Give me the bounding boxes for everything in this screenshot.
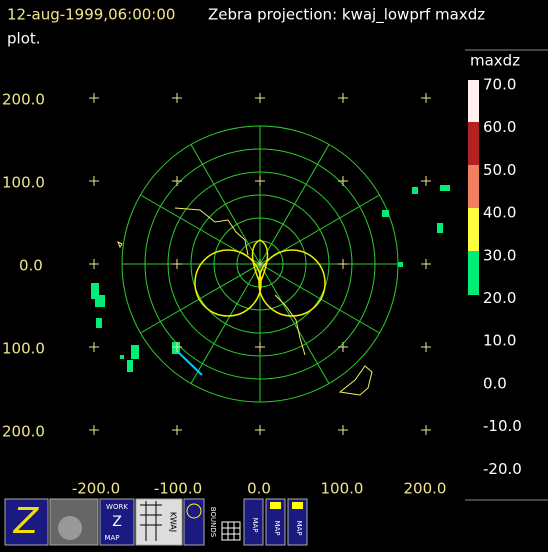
- plot-area: [89, 93, 450, 435]
- grid-cross: [421, 259, 431, 269]
- grid-cross: [255, 342, 265, 352]
- grid-cross: [421, 425, 431, 435]
- map-icon[interactable]: MAP: [243, 498, 264, 546]
- x-label: 200.0: [404, 480, 447, 498]
- title: Zebra projection: kwaj_lowprf maxdz: [208, 6, 485, 25]
- grid-icon[interactable]: [221, 521, 241, 541]
- rings-icon[interactable]: [183, 498, 205, 546]
- grid-cross: [338, 425, 348, 435]
- icon-label: BOUNDS: [209, 507, 217, 538]
- colorbar-label: 70.0: [483, 76, 516, 94]
- reflectivity: [91, 185, 450, 372]
- icon-label: MAP: [295, 520, 303, 535]
- grid-cross: [421, 93, 431, 103]
- icon-label: MAP: [251, 517, 259, 532]
- grid-cross: [421, 342, 431, 352]
- y-label: 100.0: [2, 174, 45, 192]
- satellite-icon[interactable]: [49, 498, 99, 546]
- grid-cross: [172, 342, 182, 352]
- zebra-icon[interactable]: Z: [4, 498, 49, 546]
- grid-cross: [338, 259, 348, 269]
- grid-cross: [89, 259, 99, 269]
- grid-cross: [89, 176, 99, 186]
- colorbar-title: maxdz: [470, 52, 520, 70]
- icon-label: MAP: [104, 534, 119, 542]
- colorbar-label: 10.0: [483, 332, 516, 350]
- grid-cross: [338, 93, 348, 103]
- icon-label: WORK: [106, 503, 128, 511]
- colorbar-label: -20.0: [483, 460, 522, 478]
- grid-cross: [255, 259, 265, 269]
- y-label: 0.0: [19, 257, 43, 275]
- toolbar: Z WORK Z MAP KWAJ BOUNDS MAP MAP MAP: [4, 498, 308, 546]
- icon-label: MAP: [273, 520, 281, 535]
- grid-cross: [338, 176, 348, 186]
- time-label: 12-aug-1999,06:00:00: [7, 6, 175, 24]
- icon-label: Z: [112, 514, 122, 530]
- grid-cross: [338, 342, 348, 352]
- colorbar-label: 30.0: [483, 246, 516, 264]
- colorbar-label: -10.0: [483, 417, 522, 435]
- colorbar-label: 0.0: [483, 374, 507, 392]
- y-label: 200.0: [2, 423, 45, 441]
- svg-text:Z: Z: [13, 501, 40, 542]
- title-cont: plot.: [7, 30, 41, 48]
- grid-cross: [89, 425, 99, 435]
- ray: [177, 351, 203, 376]
- colorbar-label: 60.0: [483, 118, 516, 136]
- colorbar-label: 20.0: [483, 289, 516, 307]
- grid-cross: [421, 176, 431, 186]
- grid-cross: [89, 342, 99, 352]
- grid-cross: [89, 93, 99, 103]
- x-label: -200.0: [72, 480, 120, 498]
- grid-cross: [255, 176, 265, 186]
- grid-cross: [255, 93, 265, 103]
- colorbar-label: 40.0: [483, 204, 516, 222]
- antenna-pattern: [194, 239, 326, 317]
- x-label: 0.0: [247, 480, 271, 498]
- grid-cross: [172, 93, 182, 103]
- colorbar: maxdz 70.0 60.0 50.0 40.0 30.0 20.0 10.0 0.0 -10…: [465, 49, 548, 501]
- icon-label: KWAJ: [169, 512, 178, 532]
- y-label: 100.0: [2, 340, 45, 358]
- coastline: [117, 207, 373, 396]
- x-label: 100.0: [321, 480, 364, 498]
- map-icon[interactable]: MAP: [265, 498, 286, 546]
- grid-cross: [172, 425, 182, 435]
- colorbar-label: 50.0: [483, 161, 516, 179]
- grid-cross: [172, 176, 182, 186]
- map-icon[interactable]: MAP: [287, 498, 308, 546]
- x-label: -100.0: [154, 480, 202, 498]
- workmap-icon[interactable]: WORK Z MAP: [99, 498, 135, 546]
- grid-cross: [255, 425, 265, 435]
- y-label: 200.0: [2, 91, 45, 109]
- kwaj-icon[interactable]: KWAJ: [135, 498, 183, 546]
- grid-cross: [172, 259, 182, 269]
